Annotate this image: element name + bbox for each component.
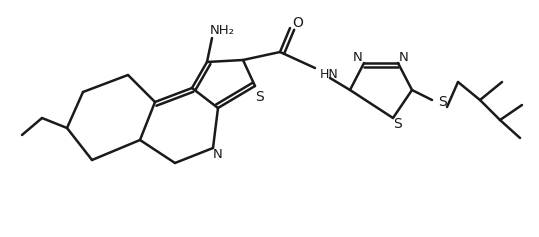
Text: S: S [438,95,447,109]
Text: N: N [213,149,223,161]
Text: O: O [293,16,303,30]
Text: S: S [393,117,403,131]
Text: N: N [353,50,363,64]
Text: N: N [399,50,409,64]
Text: NH₂: NH₂ [210,23,234,36]
Text: HN: HN [320,68,338,82]
Text: S: S [254,90,264,104]
